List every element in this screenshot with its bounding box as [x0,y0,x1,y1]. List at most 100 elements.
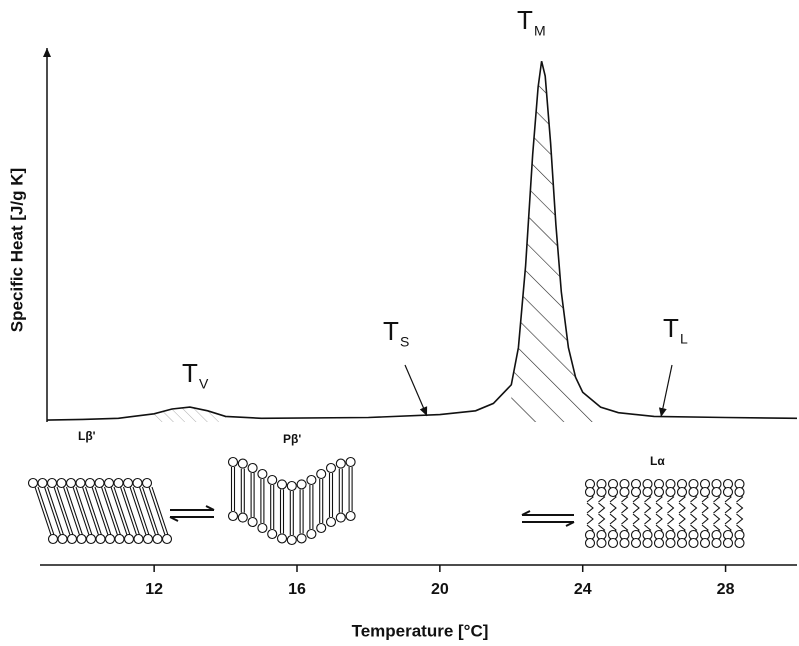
thermogram-line [46,61,798,421]
lipid-tail [598,502,606,514]
annotation: T [663,313,679,343]
lipid-head [711,486,722,498]
lipid-head [37,477,48,489]
lipid-head [286,480,297,492]
lipid-tail [72,486,90,536]
lipid-head [607,486,619,498]
lipid-tail [110,486,128,536]
lipid-tail [151,486,169,536]
lipid-head [296,479,307,490]
lipid-head [688,486,699,498]
lipid-head [257,468,268,480]
lipid-head [103,477,115,489]
x-axis-label: Temperature [°C] [352,621,489,640]
lipid-tail [586,513,594,525]
lipid-head [76,533,87,545]
lipid-head [306,528,317,540]
lipid-head [722,486,734,498]
lipid-head [325,462,337,474]
lipid-tail [609,502,617,514]
lipid-head [665,486,676,498]
lipid-tail [119,486,138,536]
lipid-head [113,477,124,489]
lipid-head [75,477,86,489]
lipid-tail [724,502,732,514]
lipid-tail [65,486,84,536]
hatch-area [154,407,226,422]
x-tick-label: 12 [145,581,163,598]
lipid-head [711,537,722,549]
lipid-head [65,477,77,489]
lipid-head [123,533,135,545]
hatch-area [511,61,601,422]
lipid-tail [736,513,744,525]
lipid-tail [132,486,150,536]
lipid-head [630,486,642,498]
lipid-head [84,477,96,489]
lipid-tail [46,486,65,536]
lipid-tail [148,486,166,536]
annotation-subscript: L [680,331,688,347]
lipid-head [94,477,105,489]
lipid-tail [84,486,103,536]
lipid-head [607,537,619,549]
x-tick-label: 20 [431,581,449,598]
lipid-tail [91,486,109,536]
lipid-head [306,474,317,486]
arrows [169,364,673,527]
lipid-tail [53,486,71,536]
ts-arrow [404,364,428,417]
lipid-tail [586,502,594,514]
lipid-tail [100,486,119,536]
lipid-tail [75,486,93,536]
lipid-tail [667,502,675,514]
lipid-head [267,528,278,540]
lipid-head [247,516,258,528]
lipid-head [56,477,67,489]
lipid-head [316,522,327,534]
lipid-head [141,477,153,489]
lipid-head [237,512,248,523]
lipid-head [247,462,258,474]
lipid-head [46,477,58,489]
annotation: T [517,5,533,35]
lipid-head [734,537,745,549]
lipid-head [286,534,297,546]
lipid-head [653,537,665,549]
lipid-head [47,533,59,545]
lipid-head [676,486,688,498]
lipid-head [57,533,68,545]
phase-label: Lα [650,454,665,468]
lipid-head [699,486,711,498]
lipid-tail [62,486,81,536]
lipid-head [95,533,106,545]
lipid-tail [103,486,122,536]
lipid-tail [621,502,629,514]
lipid-tail [701,502,709,514]
lipid-head [596,537,607,549]
lipid-tail [667,513,675,525]
lipid-head [237,458,248,469]
lipid-head [227,510,239,522]
lipid-tail [138,486,157,536]
lipid-tail [122,486,141,536]
lipid-head [161,533,173,545]
lipid-head [276,479,288,490]
lipid-head [699,537,711,549]
equilibrium-arrow [521,510,575,527]
lipid-head [316,468,327,480]
lipid-tail [632,502,640,514]
y-axis-label: Specific Heat [J/g K] [7,168,26,332]
lipid-head [653,486,665,498]
lipid-head [676,537,688,549]
lipid-head [114,533,125,545]
lipid-tail [141,486,160,536]
lipid-tail [34,486,52,536]
lipid-head [630,537,642,549]
lipid-head [642,486,653,498]
lipid-tail [736,502,744,514]
annotation-subscript: M [534,23,546,39]
lipid-head [345,510,356,522]
axes: Specific Heat [J/g K] Temperature [°C] [7,48,797,640]
lipid-tail [94,486,112,536]
